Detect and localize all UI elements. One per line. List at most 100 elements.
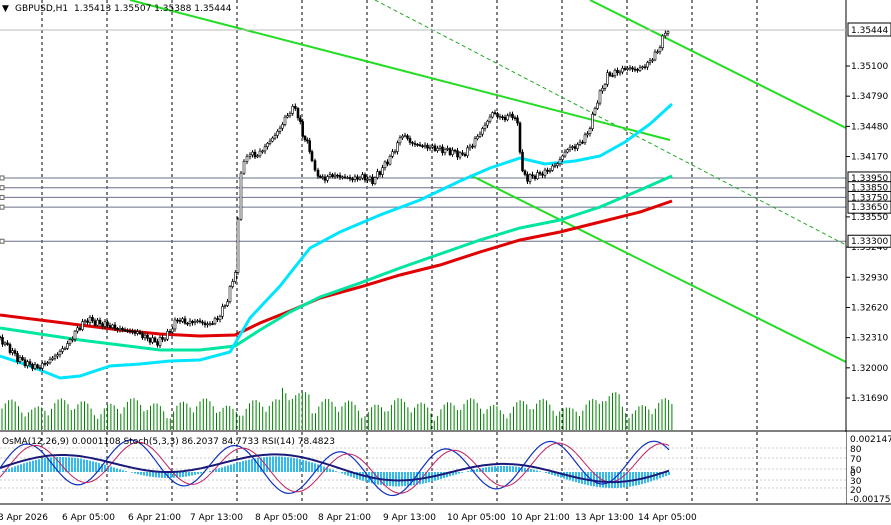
candle-body bbox=[598, 90, 602, 104]
candle-body bbox=[436, 148, 439, 151]
candle-body bbox=[113, 324, 117, 329]
candle-body bbox=[261, 150, 264, 153]
candle-body bbox=[558, 159, 562, 165]
candle-body bbox=[83, 320, 87, 323]
candle-body bbox=[26, 361, 29, 367]
candle-body bbox=[473, 138, 477, 147]
candle-body bbox=[161, 337, 164, 340]
candle-body bbox=[158, 337, 162, 346]
candle-body bbox=[258, 150, 262, 157]
time-label-7: 10 Apr 05:00 bbox=[447, 513, 506, 523]
candle-body bbox=[463, 153, 467, 156]
ma-mid-line bbox=[0, 174, 673, 352]
time-label-0: 3 Apr 2026 bbox=[0, 513, 48, 523]
level-handle-4[interactable] bbox=[0, 238, 5, 244]
time-label-1: 6 Apr 05:00 bbox=[62, 513, 115, 523]
candle-body bbox=[496, 113, 499, 118]
time-label-9: 13 Apr 13:00 bbox=[575, 513, 634, 523]
candle-body bbox=[61, 348, 64, 352]
candle-body bbox=[543, 169, 547, 176]
candle-body bbox=[96, 319, 99, 326]
price-tick-6: 1.32930 bbox=[851, 273, 888, 283]
candle-body bbox=[664, 32, 667, 37]
candle-body bbox=[561, 155, 564, 160]
candle-body bbox=[441, 146, 444, 154]
price-tick-7: 1.32620 bbox=[851, 303, 888, 313]
candle-body bbox=[631, 67, 634, 70]
candle-body bbox=[511, 113, 514, 118]
candle-body bbox=[636, 69, 639, 71]
candle-body bbox=[319, 175, 322, 178]
candle-body bbox=[648, 60, 652, 63]
candle-body bbox=[518, 122, 522, 153]
candle-body bbox=[3, 342, 7, 345]
candle-body bbox=[88, 317, 92, 323]
level-label-1: 1.33850 bbox=[851, 184, 888, 194]
candle-body bbox=[498, 116, 502, 118]
candle-body bbox=[308, 140, 311, 152]
candle-body bbox=[86, 320, 89, 323]
current-price-label: 1.35444 bbox=[847, 22, 891, 37]
candle-body bbox=[396, 142, 399, 152]
level-handle-0[interactable] bbox=[0, 175, 5, 181]
candle-body bbox=[221, 306, 224, 317]
candle-body bbox=[661, 35, 664, 48]
candle-body bbox=[418, 144, 422, 147]
trend-line-middle bbox=[129, 0, 671, 141]
time-label-5: 8 Apr 21:00 bbox=[318, 513, 371, 523]
candle-body bbox=[171, 328, 174, 333]
candle-body bbox=[586, 133, 589, 136]
candle-body bbox=[323, 176, 327, 181]
candle-body bbox=[393, 151, 397, 153]
candle-body bbox=[471, 145, 474, 148]
candle-body bbox=[571, 146, 574, 148]
indicator-scale-top: 0.0021470 bbox=[850, 435, 891, 445]
candle-body bbox=[638, 67, 642, 71]
price-level-lines bbox=[0, 175, 846, 244]
candle-body bbox=[273, 135, 277, 139]
volume-histogram bbox=[1, 387, 673, 430]
dropdown-arrow-icon[interactable]: ▼ bbox=[2, 4, 9, 14]
candle-body bbox=[16, 353, 19, 362]
candle-body bbox=[56, 354, 59, 357]
candle-body bbox=[623, 67, 627, 70]
candle-body bbox=[408, 138, 412, 143]
candle-body bbox=[391, 151, 394, 157]
price-axis-ticks: 1.35100 1.34790 1.34480 1.34170 1.33550 1.332… bbox=[846, 62, 888, 404]
candle-body bbox=[301, 121, 304, 137]
candle-body bbox=[478, 133, 482, 137]
price-tick-4: 1.33550 bbox=[851, 213, 888, 223]
candle-body bbox=[146, 334, 149, 339]
candle-body bbox=[98, 319, 102, 324]
candle-body bbox=[411, 142, 414, 144]
candle-body bbox=[353, 176, 357, 180]
candle-body bbox=[401, 135, 404, 139]
price-tick-5: 1.33240 bbox=[851, 243, 888, 253]
level-handle-3[interactable] bbox=[0, 204, 5, 210]
level-handle-2[interactable] bbox=[0, 194, 5, 200]
time-axis: 3 Apr 2026 6 Apr 05:00 6 Apr 21:00 7 Apr 13… bbox=[0, 513, 697, 523]
candle-body bbox=[643, 66, 647, 69]
candle-body bbox=[523, 170, 527, 175]
candle-body bbox=[36, 364, 39, 368]
candle-body bbox=[626, 68, 629, 70]
candle-body bbox=[256, 155, 259, 158]
candle-body bbox=[8, 344, 12, 353]
candle-body bbox=[288, 113, 292, 116]
level-label-0: 1.33950 bbox=[851, 174, 888, 184]
candle-body bbox=[601, 88, 604, 92]
candle-body bbox=[203, 322, 207, 326]
main-price-panel[interactable] bbox=[0, 0, 846, 430]
candle-body bbox=[426, 144, 429, 149]
candle-body bbox=[228, 286, 232, 303]
candle-body bbox=[413, 143, 417, 145]
level-handle-1[interactable] bbox=[0, 185, 5, 191]
candle-body bbox=[533, 175, 537, 180]
price-tick-2: 1.34480 bbox=[851, 122, 888, 132]
candle-body bbox=[406, 135, 409, 139]
candle-body bbox=[63, 348, 67, 350]
price-tick-10: 1.31690 bbox=[851, 394, 888, 404]
candle-body bbox=[242, 161, 246, 174]
candle-body bbox=[551, 165, 554, 171]
